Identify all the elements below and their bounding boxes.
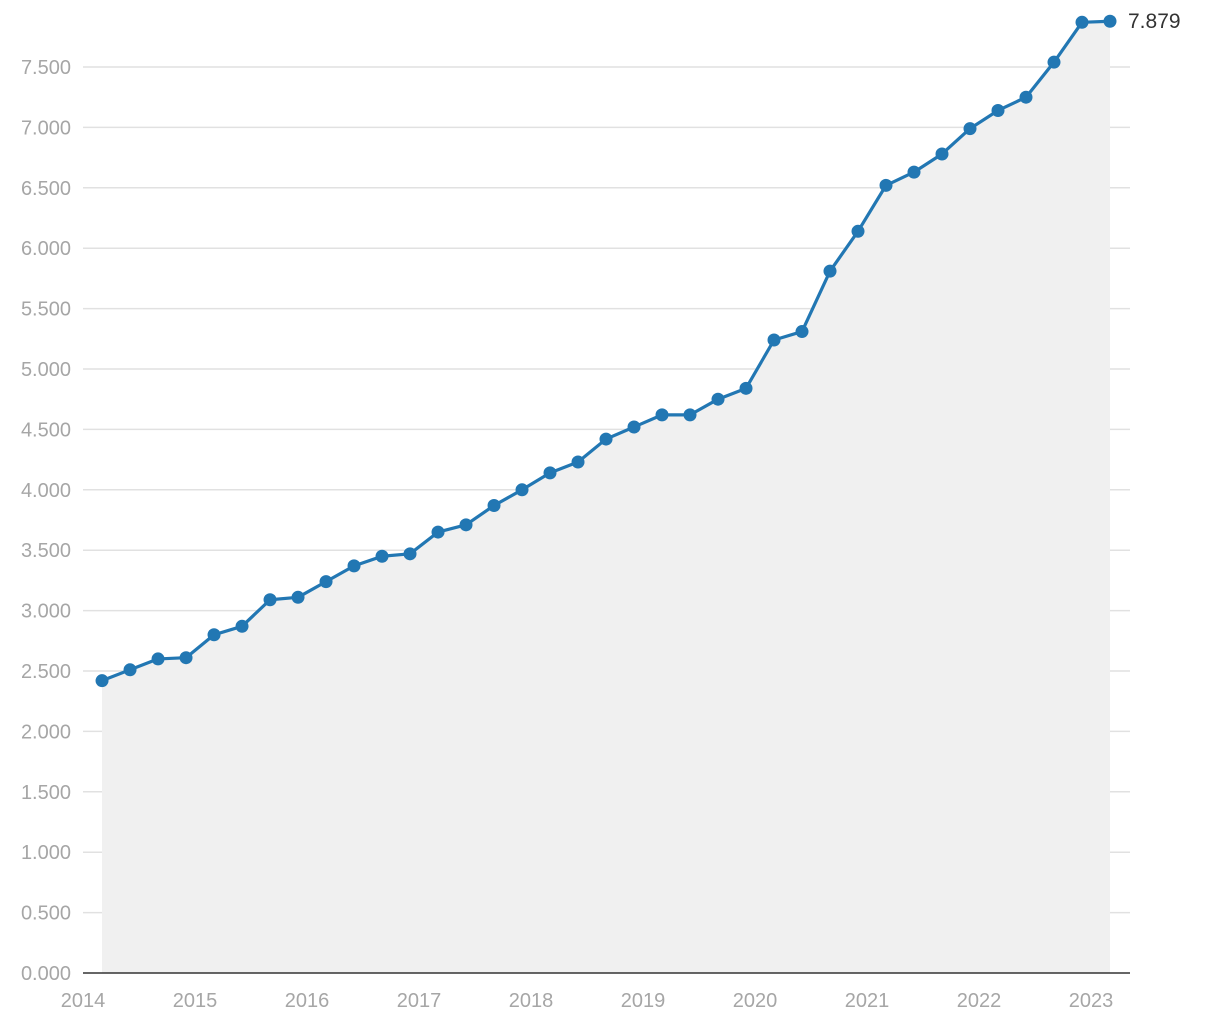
y-tick-label: 6.000 — [21, 238, 71, 260]
data-point[interactable] — [1103, 14, 1117, 28]
data-point[interactable] — [207, 628, 221, 642]
data-point[interactable] — [711, 392, 725, 406]
y-tick-label: 7.000 — [21, 117, 71, 139]
x-tick-label: 2019 — [621, 990, 666, 1012]
data-point[interactable] — [1047, 55, 1061, 69]
data-point[interactable] — [319, 575, 333, 589]
y-tick-label: 5.500 — [21, 299, 71, 321]
data-point[interactable] — [123, 663, 137, 677]
y-tick-label: 6.500 — [21, 178, 71, 200]
y-tick-label: 2.500 — [21, 661, 71, 683]
y-tick-label: 1.500 — [21, 782, 71, 804]
data-point[interactable] — [403, 547, 417, 561]
data-point[interactable] — [935, 147, 949, 161]
data-point[interactable] — [571, 455, 585, 469]
data-point[interactable] — [823, 264, 837, 278]
end-label-layer: 7.879 — [1128, 10, 1181, 33]
data-point[interactable] — [235, 619, 249, 633]
data-point[interactable] — [515, 483, 529, 497]
y-tick-label: 7.500 — [21, 57, 71, 79]
data-point[interactable] — [907, 165, 921, 179]
data-point[interactable] — [543, 466, 557, 480]
series-points — [95, 14, 1117, 688]
data-point[interactable] — [95, 674, 109, 688]
y-tick-label: 1.000 — [21, 842, 71, 864]
data-point[interactable] — [627, 420, 641, 434]
data-point[interactable] — [655, 408, 669, 422]
data-point[interactable] — [879, 178, 893, 192]
x-tick-label: 2022 — [957, 990, 1002, 1012]
series-area-fill — [102, 21, 1111, 974]
x-tick-label: 2017 — [397, 990, 442, 1012]
y-tick-label: 0.000 — [21, 963, 71, 985]
data-point[interactable] — [151, 652, 165, 666]
x-axis-ticks: 2014 2015 2016 2017 2018 2019 2020 2021 2022 2023 — [61, 990, 1113, 1012]
x-tick-label: 2018 — [509, 990, 554, 1012]
x-tick-label: 2014 — [61, 990, 106, 1012]
data-point[interactable] — [459, 518, 473, 532]
last-value-label: 7.879 — [1128, 10, 1181, 33]
data-point[interactable] — [487, 499, 501, 513]
data-point[interactable] — [1075, 15, 1089, 29]
y-tick-label: 4.500 — [21, 419, 71, 441]
x-tick-label: 2023 — [1069, 990, 1114, 1012]
data-point[interactable] — [683, 408, 697, 422]
x-tick-label: 2015 — [173, 990, 218, 1012]
data-point[interactable] — [739, 381, 753, 395]
data-point[interactable] — [991, 103, 1005, 117]
y-tick-label: 3.500 — [21, 540, 71, 562]
data-point[interactable] — [179, 651, 193, 665]
x-tick-label: 2016 — [285, 990, 330, 1012]
y-tick-label: 5.000 — [21, 359, 71, 381]
x-tick-label: 2021 — [845, 990, 890, 1012]
y-tick-label: 0.500 — [21, 903, 71, 925]
data-point[interactable] — [375, 549, 389, 563]
y-tick-label: 4.000 — [21, 480, 71, 502]
data-point[interactable] — [851, 224, 865, 238]
y-axis-ticks: 0.000 0.500 1.000 1.500 2.000 2.500 3.000 3.500… — [21, 57, 71, 985]
data-point[interactable] — [263, 593, 277, 607]
y-tick-label: 3.000 — [21, 601, 71, 623]
x-tick-label: 2020 — [733, 990, 778, 1012]
y-tick-label: 2.000 — [21, 721, 71, 743]
data-point[interactable] — [767, 333, 781, 347]
area-layer — [102, 21, 1111, 974]
data-point[interactable] — [795, 325, 809, 339]
data-point[interactable] — [1019, 90, 1033, 104]
data-point[interactable] — [599, 432, 613, 446]
data-point[interactable] — [347, 559, 361, 573]
data-point[interactable] — [431, 525, 445, 539]
data-point[interactable] — [963, 122, 977, 136]
data-point[interactable] — [291, 590, 305, 604]
